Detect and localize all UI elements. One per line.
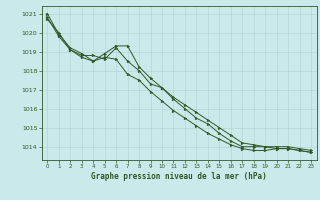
X-axis label: Graphe pression niveau de la mer (hPa): Graphe pression niveau de la mer (hPa) [91,172,267,181]
